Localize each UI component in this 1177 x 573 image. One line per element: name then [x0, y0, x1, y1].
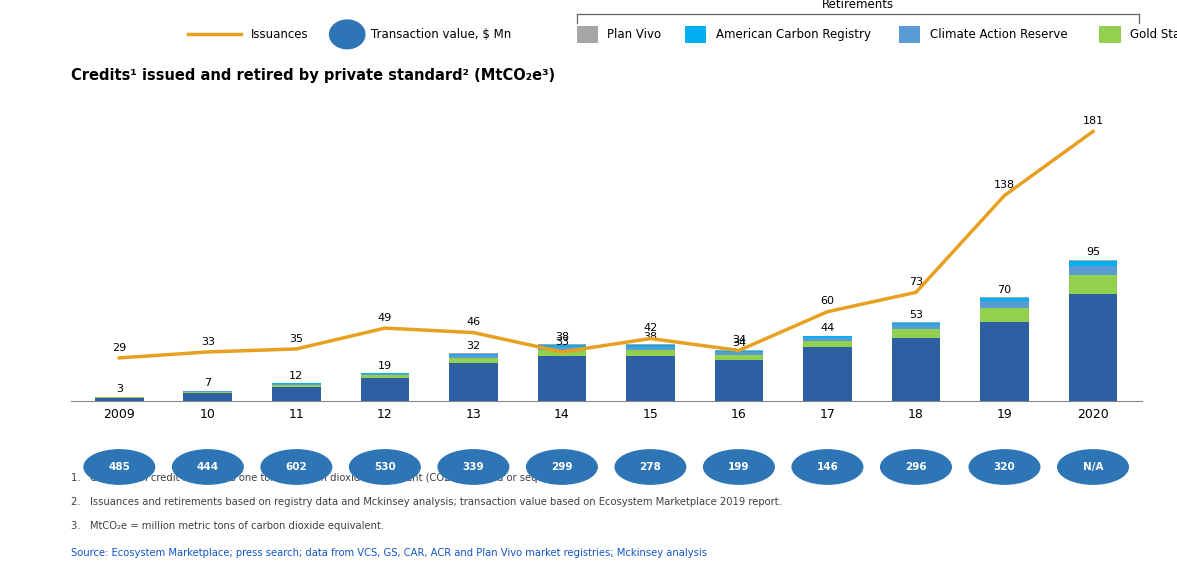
- Text: Credits¹ issued and retired by private standard² (MtCO₂e³): Credits¹ issued and retired by private s…: [71, 68, 554, 83]
- Bar: [714, 351, 763, 352]
- Text: Retirements: Retirements: [822, 0, 895, 11]
- Text: 320: 320: [993, 462, 1016, 472]
- Text: 35: 35: [290, 333, 304, 344]
- Bar: [450, 354, 498, 355]
- Text: 38: 38: [644, 332, 658, 342]
- Bar: [1069, 275, 1117, 294]
- Bar: [184, 392, 232, 393]
- Text: Climate Action Reserve: Climate Action Reserve: [930, 28, 1068, 41]
- Bar: [892, 337, 940, 401]
- Bar: [714, 352, 763, 355]
- Text: 444: 444: [197, 462, 219, 472]
- Bar: [803, 342, 852, 347]
- Bar: [980, 301, 1029, 308]
- Text: American Carbon Registry: American Carbon Registry: [716, 28, 871, 41]
- Text: 181: 181: [1083, 116, 1104, 126]
- Bar: [184, 391, 232, 392]
- Bar: [1069, 266, 1117, 275]
- Text: 138: 138: [993, 180, 1015, 190]
- Text: 12: 12: [290, 371, 304, 381]
- Bar: [892, 325, 940, 329]
- Text: N/A: N/A: [1083, 462, 1103, 472]
- Text: Plan Vivo: Plan Vivo: [607, 28, 661, 41]
- Bar: [1069, 260, 1117, 261]
- Text: 70: 70: [997, 285, 1011, 295]
- Text: 7: 7: [205, 378, 212, 388]
- Text: 602: 602: [286, 462, 307, 472]
- Text: Issuances: Issuances: [251, 28, 308, 41]
- Bar: [272, 384, 320, 385]
- Bar: [450, 358, 498, 363]
- Bar: [980, 298, 1029, 301]
- Bar: [538, 344, 586, 345]
- Bar: [892, 323, 940, 325]
- Text: 73: 73: [909, 277, 923, 287]
- Bar: [450, 363, 498, 401]
- Bar: [538, 350, 586, 356]
- Text: 530: 530: [374, 462, 395, 472]
- Bar: [892, 329, 940, 337]
- Bar: [803, 347, 852, 401]
- Bar: [626, 344, 674, 345]
- Text: 33: 33: [554, 337, 568, 347]
- Text: 339: 339: [463, 462, 484, 472]
- Text: 34: 34: [732, 338, 746, 348]
- Text: 3.   MtCO₂e = million metric tons of carbon dioxide equivalent.: 3. MtCO₂e = million metric tons of carbo…: [71, 521, 384, 531]
- Text: 44: 44: [820, 323, 834, 333]
- Bar: [538, 345, 586, 347]
- Text: 199: 199: [729, 462, 750, 472]
- Text: 278: 278: [639, 462, 661, 472]
- Text: 95: 95: [1086, 248, 1100, 257]
- Text: 60: 60: [820, 296, 834, 307]
- Text: 3: 3: [115, 384, 122, 394]
- Bar: [626, 347, 674, 350]
- Bar: [1069, 261, 1117, 266]
- Text: 29: 29: [112, 343, 126, 352]
- Text: 299: 299: [551, 462, 573, 472]
- Text: 46: 46: [466, 317, 480, 327]
- Bar: [184, 393, 232, 401]
- Bar: [360, 378, 410, 401]
- Text: 19: 19: [378, 360, 392, 371]
- Bar: [626, 345, 674, 347]
- Bar: [626, 356, 674, 401]
- Text: 146: 146: [817, 462, 838, 472]
- Bar: [892, 322, 940, 323]
- Bar: [272, 383, 320, 384]
- Bar: [272, 385, 320, 387]
- Text: 38: 38: [554, 332, 568, 342]
- Bar: [803, 338, 852, 342]
- Bar: [95, 398, 144, 401]
- Text: 33: 33: [201, 337, 215, 347]
- Bar: [450, 355, 498, 358]
- Bar: [980, 308, 1029, 322]
- Bar: [272, 387, 320, 401]
- Bar: [980, 297, 1029, 298]
- Bar: [538, 347, 586, 350]
- Text: 49: 49: [378, 313, 392, 323]
- Text: 53: 53: [909, 310, 923, 320]
- Bar: [538, 356, 586, 401]
- Bar: [626, 350, 674, 356]
- Bar: [360, 374, 410, 375]
- Text: 32: 32: [466, 341, 480, 351]
- Bar: [980, 322, 1029, 401]
- Text: 42: 42: [644, 323, 658, 333]
- Bar: [803, 336, 852, 338]
- Bar: [1069, 294, 1117, 401]
- Bar: [360, 373, 410, 374]
- Bar: [714, 355, 763, 360]
- Text: 34: 34: [732, 335, 746, 345]
- Text: 296: 296: [905, 462, 926, 472]
- Text: 485: 485: [108, 462, 131, 472]
- Text: 2.   Issuances and retirements based on registry data and Mckinsey analysis; tra: 2. Issuances and retirements based on re…: [71, 497, 782, 507]
- Bar: [360, 375, 410, 378]
- Text: Gold Standard: Gold Standard: [1130, 28, 1177, 41]
- Bar: [714, 360, 763, 401]
- Text: Source: Ecosystem Marketplace; press search; data from VCS, GS, CAR, ACR and Pla: Source: Ecosystem Marketplace; press sea…: [71, 548, 706, 558]
- Text: Transaction value, $ Mn: Transaction value, $ Mn: [371, 28, 511, 41]
- Text: 1.   One carbon credit represents one ton of carbon dioxide equivalent (CO2e) av: 1. One carbon credit represents one ton …: [71, 473, 585, 482]
